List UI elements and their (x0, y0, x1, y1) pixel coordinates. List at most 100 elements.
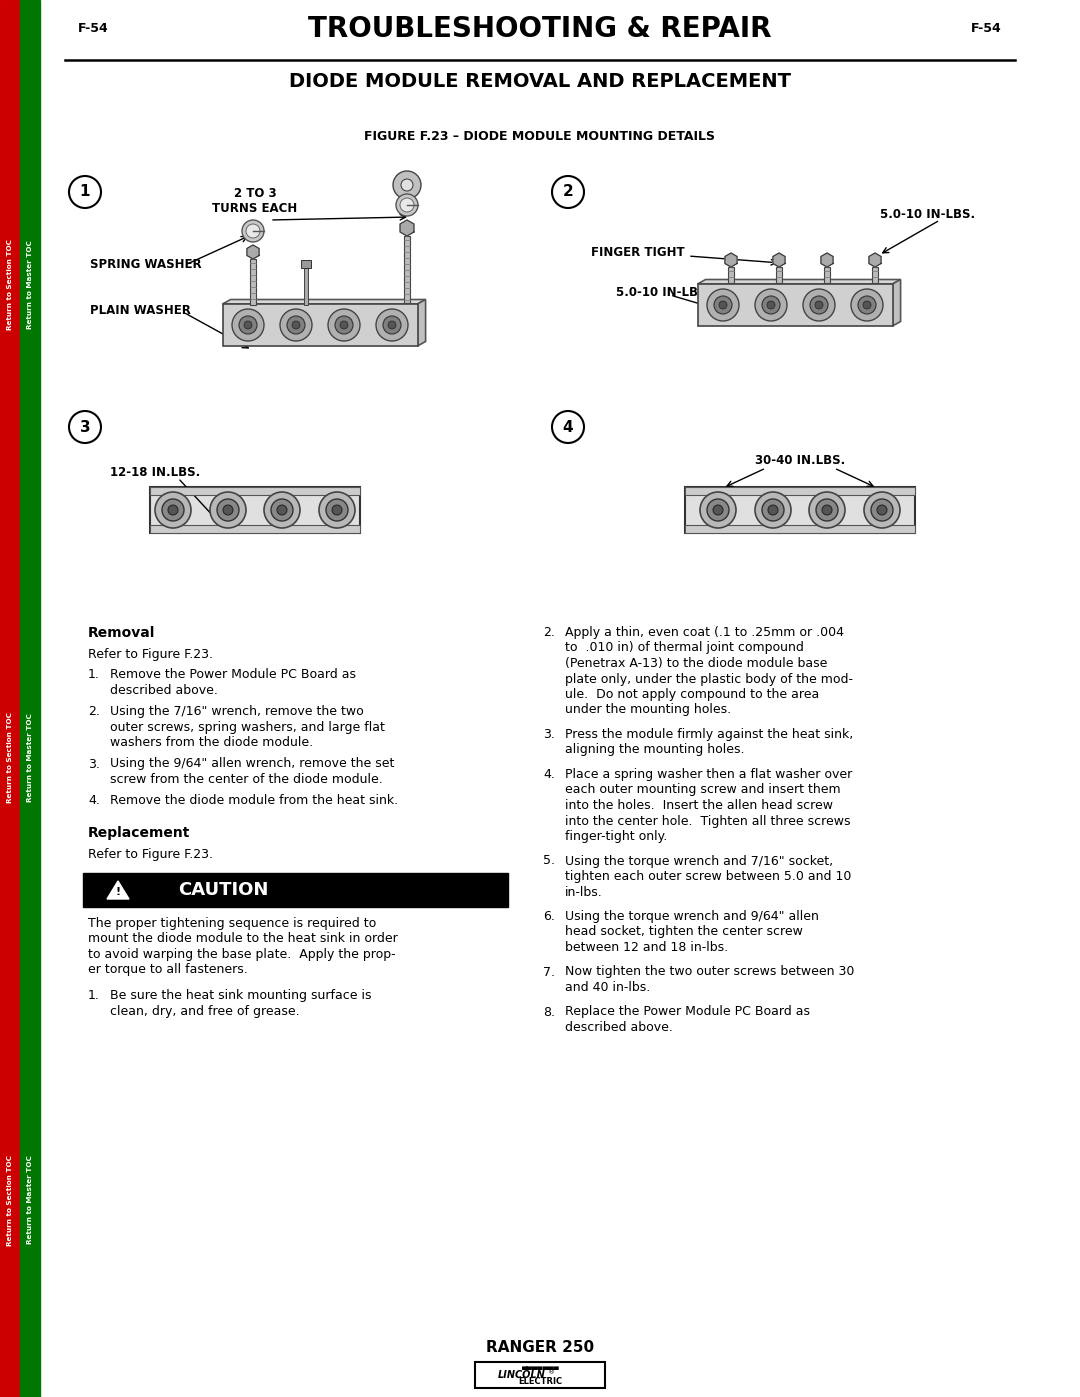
Circle shape (816, 499, 838, 521)
Text: LINCOLN: LINCOLN (498, 1370, 545, 1380)
Text: CAUTION: CAUTION (178, 882, 268, 900)
Circle shape (864, 492, 900, 528)
Circle shape (755, 289, 787, 321)
Polygon shape (821, 253, 833, 267)
Text: 2 TO 3
TURNS EACH: 2 TO 3 TURNS EACH (213, 187, 298, 215)
Bar (685, 488, 915, 534)
Circle shape (858, 296, 876, 314)
Circle shape (340, 321, 348, 330)
Circle shape (332, 504, 342, 515)
Text: to avoid warping the base plate.  Apply the prop-: to avoid warping the base plate. Apply t… (87, 949, 395, 961)
Circle shape (264, 492, 300, 528)
Text: Apply a thin, even coat (.1 to .25mm or .004: Apply a thin, even coat (.1 to .25mm or … (565, 626, 843, 638)
Bar (150, 488, 360, 495)
Text: (Penetrax A-13) to the diode module base: (Penetrax A-13) to the diode module base (565, 657, 827, 671)
Polygon shape (222, 299, 426, 305)
Text: The proper tightening sequence is required to: The proper tightening sequence is requir… (87, 916, 376, 930)
Polygon shape (400, 219, 414, 236)
Text: 4: 4 (563, 419, 573, 434)
Text: Remove the diode module from the heat sink.: Remove the diode module from the heat si… (110, 795, 399, 807)
Circle shape (242, 219, 264, 242)
Circle shape (552, 176, 584, 208)
Text: ®: ® (548, 1369, 555, 1375)
Text: 4.: 4. (543, 768, 555, 781)
Text: 1.: 1. (87, 668, 99, 680)
Text: clean, dry, and free of grease.: clean, dry, and free of grease. (110, 1004, 299, 1017)
Text: 5.0-10 IN-LBS.: 5.0-10 IN-LBS. (880, 208, 975, 222)
Circle shape (714, 296, 732, 314)
Text: 8.: 8. (543, 1006, 555, 1018)
Text: er torque to all fasteners.: er torque to all fasteners. (87, 964, 247, 977)
Circle shape (768, 504, 778, 515)
Text: 3.: 3. (543, 728, 555, 740)
Text: washers from the diode module.: washers from the diode module. (110, 736, 313, 749)
Circle shape (762, 499, 784, 521)
Circle shape (870, 499, 893, 521)
Text: SPRING WASHER: SPRING WASHER (90, 258, 202, 271)
Text: Return to Section TOC: Return to Section TOC (6, 1154, 13, 1246)
Circle shape (276, 504, 287, 515)
Circle shape (552, 411, 584, 443)
Text: aligning the mounting holes.: aligning the mounting holes. (565, 743, 744, 757)
Circle shape (809, 492, 845, 528)
Polygon shape (418, 299, 426, 346)
Text: 7.: 7. (543, 965, 555, 978)
Text: between 12 and 18 in-lbs.: between 12 and 18 in-lbs. (565, 942, 728, 954)
Circle shape (804, 289, 835, 321)
Circle shape (400, 198, 414, 212)
Text: finger-tight only.: finger-tight only. (565, 830, 667, 842)
Text: outer screws, spring washers, and large flat: outer screws, spring washers, and large … (110, 721, 384, 733)
Circle shape (239, 316, 257, 334)
Text: plate only, under the plastic body of the mod-: plate only, under the plastic body of th… (565, 672, 853, 686)
Text: to  .010 in) of thermal joint compound: to .010 in) of thermal joint compound (565, 641, 804, 655)
Circle shape (217, 499, 239, 521)
Circle shape (755, 492, 791, 528)
Circle shape (719, 300, 727, 309)
Circle shape (335, 316, 353, 334)
Text: screw from the center of the diode module.: screw from the center of the diode modul… (110, 773, 382, 787)
Text: into the center hole.  Tighten all three screws: into the center hole. Tighten all three … (565, 814, 851, 827)
Text: into the holes.  Insert the allen head screw: into the holes. Insert the allen head sc… (565, 799, 833, 812)
Text: Refer to Figure F.23.: Refer to Figure F.23. (87, 848, 213, 861)
Text: Refer to Figure F.23.: Refer to Figure F.23. (87, 648, 213, 661)
Circle shape (287, 316, 305, 334)
Text: each outer mounting screw and insert them: each outer mounting screw and insert the… (565, 784, 840, 796)
Circle shape (713, 504, 723, 515)
Circle shape (69, 176, 102, 208)
Text: Return to Master TOC: Return to Master TOC (27, 1155, 33, 1245)
Circle shape (762, 296, 780, 314)
Circle shape (326, 499, 348, 521)
Text: and 40 in-lbs.: and 40 in-lbs. (565, 981, 650, 995)
Bar (728, 267, 734, 284)
Polygon shape (869, 253, 881, 267)
Circle shape (388, 321, 396, 330)
Circle shape (162, 499, 184, 521)
Circle shape (393, 170, 421, 198)
Bar (0, 0, 21, 1397)
Bar (404, 236, 410, 303)
Bar (21, 0, 40, 1397)
Circle shape (877, 504, 887, 515)
Text: F-54: F-54 (971, 22, 1002, 35)
Text: 1: 1 (80, 184, 91, 200)
Text: FINGER TIGHT: FINGER TIGHT (592, 246, 685, 258)
Text: F-54: F-54 (78, 22, 109, 35)
Bar (824, 267, 831, 284)
Circle shape (292, 321, 300, 330)
Circle shape (280, 309, 312, 341)
Text: under the mounting holes.: under the mounting holes. (565, 704, 731, 717)
Text: Replacement: Replacement (87, 826, 190, 840)
Text: described above.: described above. (565, 1021, 673, 1034)
Circle shape (244, 321, 252, 330)
Text: 3.: 3. (87, 757, 99, 771)
Circle shape (156, 492, 191, 528)
Text: mount the diode module to the heat sink in order: mount the diode module to the heat sink … (87, 933, 397, 946)
Circle shape (246, 224, 260, 237)
Polygon shape (892, 279, 901, 326)
Text: ule.  Do not apply compound to the area: ule. Do not apply compound to the area (565, 687, 820, 701)
Text: !: ! (116, 887, 121, 897)
Polygon shape (773, 253, 785, 267)
Bar (698, 284, 892, 326)
Text: head socket, tighten the center screw: head socket, tighten the center screw (565, 925, 802, 939)
Text: Now tighten the two outer screws between 30: Now tighten the two outer screws between… (565, 965, 854, 978)
